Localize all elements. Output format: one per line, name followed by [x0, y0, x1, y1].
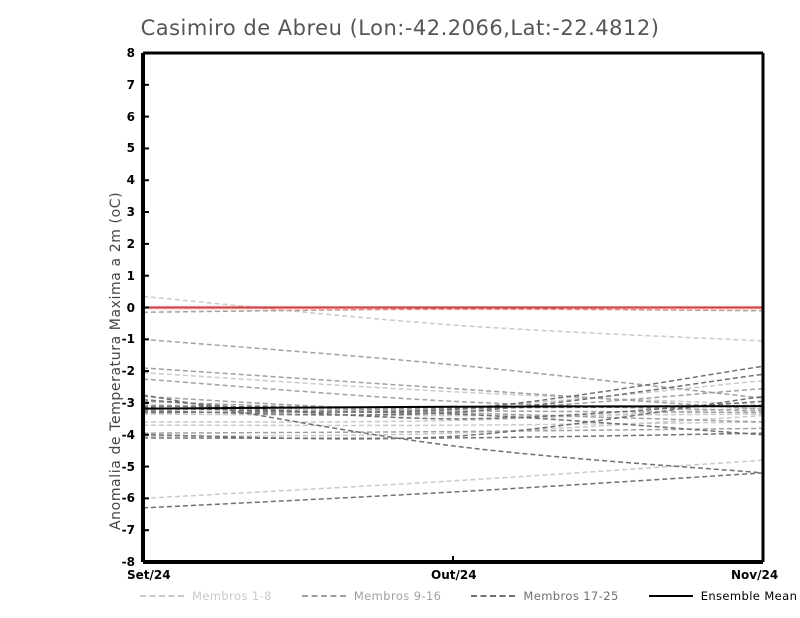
series-line: [143, 379, 763, 410]
chart-title: Casimiro de Abreu (Lon:-42.2066,Lat:-22.…: [140, 16, 660, 40]
series-line: [143, 295, 763, 342]
y-tick-label: 5: [126, 141, 135, 156]
series-line: [143, 367, 763, 411]
y-tick-label: -6: [121, 491, 135, 506]
y-tick-label: 7: [126, 77, 135, 92]
y-tick-label: -2: [121, 364, 135, 379]
series-line: [143, 395, 763, 440]
series-line: [143, 400, 763, 423]
y-tick-label: 1: [126, 268, 135, 283]
chart-legend: Membros 1-8 Membros 9-16 Membros 17-25 Ense…: [140, 586, 797, 606]
series-line: [143, 338, 763, 399]
series-line: [143, 427, 763, 434]
series-line: [143, 421, 763, 427]
y-tick-label: -4: [121, 427, 135, 442]
legend-label: Membros 9-16: [353, 589, 442, 603]
series-line: [143, 371, 763, 406]
y-tick-label: -1: [121, 332, 135, 347]
series-line: [143, 472, 763, 509]
legend-entry: Ensemble Mean: [648, 589, 798, 603]
y-tick-label: 0: [126, 300, 135, 315]
ensemble-mean-line: [143, 405, 763, 410]
y-tick-label: -8: [121, 555, 135, 569]
plot-inner: [143, 295, 763, 509]
plot-series-group: [143, 295, 763, 509]
y-tick-label: -7: [121, 523, 135, 538]
plot-axes-group: [141, 51, 765, 564]
series-line: [143, 459, 763, 500]
y-tick-label: -3: [121, 395, 135, 410]
legend-label: Membros 17-25: [523, 589, 619, 603]
y-tick-label: 2: [126, 236, 135, 251]
y-tick-label: 6: [126, 109, 135, 124]
legend-label: Membros 1-8: [192, 589, 272, 603]
series-line: [143, 387, 763, 411]
series-line: [143, 365, 763, 413]
y-tick-label: 4: [126, 173, 135, 188]
legend-swatch: [301, 595, 346, 597]
series-line: [143, 414, 763, 438]
legend-swatch: [648, 594, 693, 598]
x-tick-label: Out/24: [431, 568, 477, 582]
series-line: [143, 432, 763, 440]
y-tick-label: 3: [126, 205, 135, 220]
y-tick-label: -5: [121, 459, 135, 474]
series-line: [143, 413, 763, 417]
series-line: [143, 378, 763, 412]
series-line: [143, 406, 763, 423]
x-tick-label: Set/24: [127, 568, 171, 582]
legend-entry: Membros 9-16: [301, 589, 442, 603]
legend-entry: Membros 1-8: [140, 589, 272, 603]
legend-swatch: [471, 595, 516, 597]
series-line: [143, 308, 763, 314]
legend-swatch: [140, 595, 184, 597]
x-tick-label: Nov/24: [731, 568, 779, 582]
legend-entry: Membros 17-25: [471, 589, 618, 603]
y-tick-label: 8: [126, 46, 135, 60]
series-line: [143, 411, 763, 436]
legend-label: Ensemble Mean: [700, 589, 798, 603]
